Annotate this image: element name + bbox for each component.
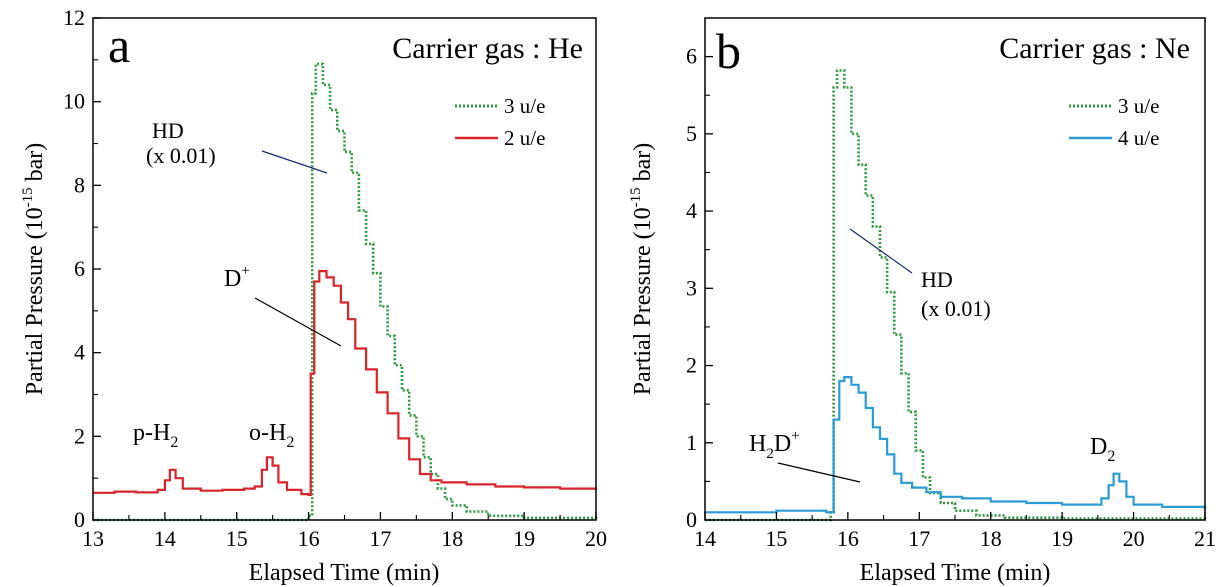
panel-a-d-plus-leader bbox=[254, 297, 342, 347]
panel-b-hd-leader bbox=[849, 228, 913, 274]
panel-b-y-tick-label: 1 bbox=[686, 430, 697, 455]
panel-a-letter: a bbox=[108, 17, 130, 73]
panel-b-x-tick-label: 20 bbox=[1123, 526, 1145, 551]
panel-a-y-tick-label: 6 bbox=[74, 256, 85, 281]
panel-b-x-tick-label: 21 bbox=[1194, 526, 1216, 551]
panel-a: 13 14 15 16 17 18 19 20 0 2 4 6 8 10 12 a Carrier gas … bbox=[20, 5, 607, 586]
panel-a-annotation-hd: HD bbox=[152, 118, 184, 143]
panel-b-y-tick-label: 0 bbox=[686, 507, 697, 532]
panel-a-y-tick-label: 8 bbox=[74, 172, 85, 197]
panel-a-x-tick-label: 14 bbox=[154, 526, 176, 551]
panel-b-x-tick-label: 17 bbox=[908, 526, 930, 551]
panel-a-o-h2-base: o-H bbox=[249, 420, 286, 446]
panel-b-h2d-sup: + bbox=[791, 428, 799, 444]
panel-a-carrier-gas-title: Carrier gas : He bbox=[392, 32, 583, 65]
panel-a-y-tick-label: 4 bbox=[74, 340, 85, 365]
panel-a-d-plus-sup: + bbox=[241, 263, 249, 279]
panel-a-x-tick-label: 19 bbox=[513, 526, 535, 551]
panel-a-y-label-tail: bar) bbox=[22, 143, 48, 188]
panel-a-annotation-o-h2: o-H2 bbox=[249, 420, 294, 451]
panel-a-x-tick-label: 17 bbox=[369, 526, 391, 551]
panel-b-annotation-d2: D2 bbox=[1090, 434, 1115, 465]
panel-a-y-label-main: Partial Pressure (10 bbox=[22, 207, 48, 395]
panel-a-x-tick-label: 15 bbox=[226, 526, 248, 551]
panel-a-p-h2-base: p-H bbox=[133, 420, 170, 446]
panel-b-x-tick-label: 18 bbox=[980, 526, 1002, 551]
panel-a-y-tick-label: 0 bbox=[74, 507, 85, 532]
panel-a-annotation-p-h2: p-H2 bbox=[133, 420, 178, 451]
panel-b-legend-label-4ue: 4 u/e bbox=[1118, 126, 1159, 150]
panel-b-ticks: 14 15 16 17 18 19 20 21 0 1 2 3 4 5 6 bbox=[686, 44, 1216, 551]
panel-b-y-label-tail: bar) bbox=[630, 143, 656, 188]
panel-b-y-tick-label: 3 bbox=[686, 275, 697, 300]
panel-b-x-tick-label: 19 bbox=[1051, 526, 1073, 551]
panel-b-annotation-scale: (x 0.01) bbox=[921, 296, 991, 321]
panel-b-x-axis-label: Elapsed Time (min) bbox=[860, 560, 1051, 586]
panel-b-series-4-u-e bbox=[705, 376, 1207, 514]
panel-b-series-3-u-e bbox=[705, 69, 1207, 522]
panel-b-y-label-main: Partial Pressure (10 bbox=[630, 207, 656, 395]
panel-a-x-tick-label: 20 bbox=[585, 526, 607, 551]
panel-b-d2-sub: 2 bbox=[1107, 448, 1115, 465]
panel-b-h2d-base: H bbox=[749, 431, 766, 457]
panel-b-d2-base: D bbox=[1090, 434, 1107, 460]
panel-b-y-axis-label: Partial Pressure (10-15 bar) bbox=[628, 143, 656, 396]
panel-a-p-h2-sub: 2 bbox=[170, 434, 178, 451]
panel-b-y-label-exp: -15 bbox=[628, 187, 644, 207]
panel-a-x-axis-label: Elapsed Time (min) bbox=[249, 560, 440, 586]
panel-b-series-layer bbox=[705, 69, 1207, 522]
panel-a-y-tick-label: 12 bbox=[63, 5, 85, 30]
panel-b-y-tick-label: 5 bbox=[686, 121, 697, 146]
panel-b-h2d-leader bbox=[777, 462, 861, 483]
panel-a-y-axis-label: Partial Pressure (10-15 bar) bbox=[20, 143, 48, 396]
panel-b: 14 15 16 17 18 19 20 21 0 1 2 3 4 5 6 b Carrier gas : … bbox=[628, 17, 1216, 586]
panel-a-y-label-exp: -15 bbox=[20, 187, 36, 207]
panel-a-d-plus-base: D bbox=[224, 266, 241, 292]
panel-a-y-tick-label: 10 bbox=[63, 89, 85, 114]
panel-a-o-h2-sub: 2 bbox=[286, 434, 294, 451]
panel-a-x-tick-label: 16 bbox=[298, 526, 320, 551]
panel-b-x-tick-label: 14 bbox=[694, 526, 716, 551]
panel-a-legend-label-3ue: 3 u/e bbox=[504, 94, 545, 118]
panel-b-x-tick-label: 15 bbox=[765, 526, 787, 551]
panel-a-x-tick-label: 18 bbox=[441, 526, 463, 551]
panel-b-carrier-gas-title: Carrier gas : Ne bbox=[999, 32, 1190, 65]
panel-a-ticks: 13 14 15 16 17 18 19 20 0 2 4 6 8 10 12 bbox=[63, 5, 607, 551]
panel-a-legend-label-2ue: 2 u/e bbox=[504, 126, 545, 150]
panel-a-annotation-d-plus: D+ bbox=[224, 263, 250, 292]
panel-b-y-tick-label: 4 bbox=[686, 198, 697, 223]
panel-b-legend-label-3ue: 3 u/e bbox=[1118, 94, 1159, 118]
panel-b-annotation-hd: HD bbox=[921, 267, 953, 292]
panel-b-x-tick-label: 16 bbox=[837, 526, 859, 551]
panel-b-annotation-h2d-plus: H2D+ bbox=[749, 428, 800, 462]
panel-a-series-layer bbox=[93, 62, 598, 522]
panel-b-h2d-sub: 2 bbox=[766, 446, 774, 462]
panel-a-hd-leader bbox=[261, 150, 328, 174]
panel-b-y-tick-label: 6 bbox=[686, 44, 697, 69]
panel-b-y-tick-label: 2 bbox=[686, 353, 697, 378]
panel-b-h2d-base2: D bbox=[774, 431, 791, 457]
panel-a-annotation-scale: (x 0.01) bbox=[146, 143, 216, 168]
panel-a-x-tick-label: 13 bbox=[82, 526, 104, 551]
panel-b-letter: b bbox=[716, 23, 741, 79]
panel-a-series-2-u-e bbox=[93, 270, 598, 496]
panel-a-y-tick-label: 2 bbox=[74, 423, 85, 448]
